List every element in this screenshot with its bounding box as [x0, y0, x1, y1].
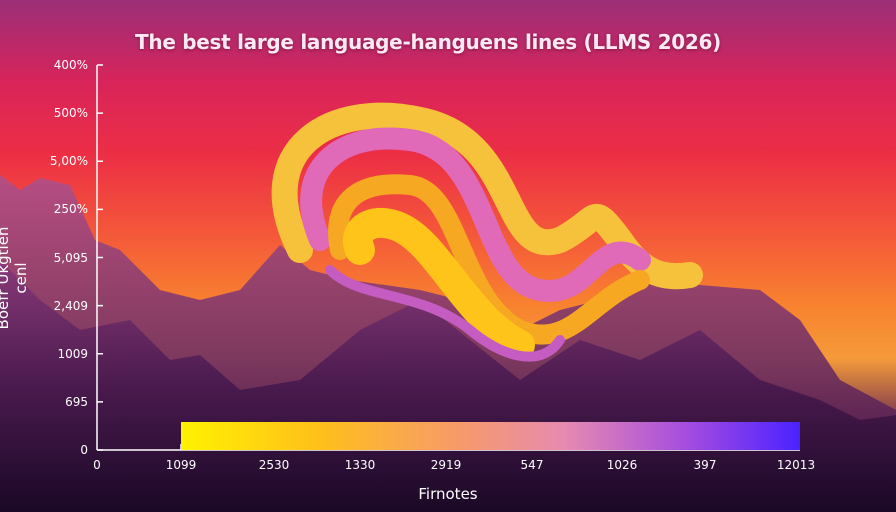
- x-tick-label: 2919: [430, 458, 462, 472]
- x-tick-label: 1099: [165, 458, 197, 472]
- y-tick-label: 5,00%: [49, 154, 88, 169]
- y-tick-label: 250%: [53, 202, 88, 217]
- y-tick-label: 400%: [53, 58, 88, 72]
- x-tick-label: 12013: [776, 458, 816, 472]
- y-tick-label: 0: [80, 443, 88, 457]
- y-tick-label: 695: [65, 394, 88, 409]
- x-tick-label: 397: [693, 458, 717, 472]
- x-tick-label: 0: [93, 458, 101, 472]
- x-tick-label: 1330: [344, 458, 376, 472]
- x-axis-label: Firnotes: [418, 485, 478, 503]
- y-ticks: [97, 64, 103, 451]
- y-tick-label: 1009: [57, 346, 88, 361]
- x-tick-label: 547: [520, 458, 544, 472]
- x-tick-label: 2530: [258, 458, 290, 472]
- y-tick-label: 2,409: [53, 298, 88, 313]
- chart-title: The best large language-hanguens lines (…: [135, 30, 721, 54]
- y-axis-label: Boefr Ukgtien cenl: [0, 226, 30, 330]
- y-tick-label: 500%: [53, 106, 88, 121]
- gradient-bar: [181, 422, 800, 450]
- y-tick-label: 5,095: [53, 250, 88, 265]
- swirl-ribbons: [271, 102, 703, 362]
- x-tick-label: 1026: [606, 458, 638, 472]
